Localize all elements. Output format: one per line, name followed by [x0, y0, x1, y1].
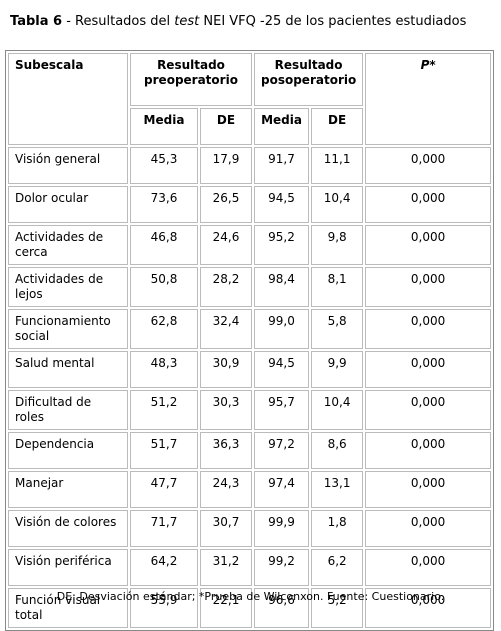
header-row: Subescala Resultado preoperatorio Result…	[8, 53, 491, 145]
value-cell: 46,8	[130, 225, 198, 265]
subscale-cell: Visión general	[8, 147, 128, 184]
data-row: Actividades de lejos 50,8 28,2 98,4 8,1 0,000	[8, 267, 491, 307]
value-cell: 45,3	[130, 147, 198, 184]
value-cell: 97,4	[254, 471, 310, 508]
table-body: Subescala Resultado preoperatorio Result…	[8, 53, 491, 628]
value-cell: 94,5	[254, 351, 310, 388]
value-cell: 30,9	[200, 351, 252, 388]
data-row: Visión de colores 71,7 30,7 99,9 1,8 0,000	[8, 510, 491, 547]
header-cell: Media	[254, 108, 310, 145]
value-cell: 0,000	[365, 549, 491, 586]
subscale-cell: Actividades de cerca	[8, 225, 128, 265]
value-cell: 97,2	[254, 432, 310, 469]
data-row: Funcionamiento social 62,8 32,4 99,0 5,8 0,00…	[8, 309, 491, 349]
value-cell: 8,6	[311, 432, 364, 469]
header-cell: Resultado preoperatorio	[130, 53, 252, 106]
data-row: Dificultad de roles 51,2 30,3 95,7 10,4 0,000	[8, 390, 491, 430]
value-cell: 50,8	[130, 267, 198, 307]
subscale-cell: Manejar	[8, 471, 128, 508]
title-emphasis: test	[174, 14, 200, 29]
value-cell: 71,7	[130, 510, 198, 547]
footnote: DE: Desviación estándar; *Prueba de Wilc…	[56, 590, 445, 603]
value-cell: 31,2	[200, 549, 252, 586]
value-cell: 0,000	[365, 186, 491, 223]
value-cell: 10,4	[311, 186, 364, 223]
value-cell: 99,0	[254, 309, 310, 349]
value-cell: 64,2	[130, 549, 198, 586]
value-cell: 99,2	[254, 549, 310, 586]
value-cell: 94,5	[254, 186, 310, 223]
value-cell: 6,2	[311, 549, 364, 586]
value-cell: 17,9	[200, 147, 252, 184]
value-cell: 28,2	[200, 267, 252, 307]
title-text: NEI VFQ -25 de los pacientes estudiados	[199, 14, 467, 29]
value-cell: 91,7	[254, 147, 310, 184]
header-cell: DE	[311, 108, 364, 145]
data-row: Visión periférica 64,2 31,2 99,2 6,2 0,000	[8, 549, 491, 586]
value-cell: 98,4	[254, 267, 310, 307]
value-cell: 0,000	[365, 471, 491, 508]
value-cell: 51,2	[130, 390, 198, 430]
value-cell: 9,9	[311, 351, 364, 388]
data-row: Dependencia 51,7 36,3 97,2 8,6 0,000	[8, 432, 491, 469]
subscale-cell: Salud mental	[8, 351, 128, 388]
value-cell: 0,000	[365, 147, 491, 184]
table-title: Tabla 6 - Resultados del test NEI VFQ -2…	[10, 14, 466, 29]
header-cell: Resultado posoperatorio	[254, 53, 364, 106]
results-table: Subescala Resultado preoperatorio Result…	[5, 50, 494, 631]
value-cell: 0,000	[365, 510, 491, 547]
value-cell: 30,3	[200, 390, 252, 430]
value-cell: 11,1	[311, 147, 364, 184]
value-cell: 8,1	[311, 267, 364, 307]
value-cell: 48,3	[130, 351, 198, 388]
value-cell: 62,8	[130, 309, 198, 349]
value-cell: 32,4	[200, 309, 252, 349]
header-cell: P*	[365, 53, 491, 145]
value-cell: 0,000	[365, 267, 491, 307]
subscale-cell: Visión periférica	[8, 549, 128, 586]
subscale-cell: Dependencia	[8, 432, 128, 469]
value-cell: 9,8	[311, 225, 364, 265]
value-cell: 24,6	[200, 225, 252, 265]
data-row: Manejar 47,7 24,3 97,4 13,1 0,000	[8, 471, 491, 508]
header-cell: Subescala	[8, 53, 128, 145]
value-cell: 0,000	[365, 225, 491, 265]
value-cell: 95,7	[254, 390, 310, 430]
value-cell: 0,000	[365, 432, 491, 469]
value-cell: 5,8	[311, 309, 364, 349]
subscale-cell: Visión de colores	[8, 510, 128, 547]
data-row: Actividades de cerca 46,8 24,6 95,2 9,8 0,000	[8, 225, 491, 265]
value-cell: 99,9	[254, 510, 310, 547]
data-row: Salud mental 48,3 30,9 94,5 9,9 0,000	[8, 351, 491, 388]
header-row: Media DE Media DE	[8, 108, 491, 145]
value-cell: 13,1	[311, 471, 364, 508]
value-cell: 1,8	[311, 510, 364, 547]
subscale-cell: Actividades de lejos	[8, 267, 128, 307]
value-cell: 51,7	[130, 432, 198, 469]
value-cell: 0,000	[365, 309, 491, 349]
value-cell: 0,000	[365, 390, 491, 430]
value-cell: 36,3	[200, 432, 252, 469]
value-cell: 73,6	[130, 186, 198, 223]
value-cell: 24,3	[200, 471, 252, 508]
header-cell: DE	[200, 108, 252, 145]
value-cell: 95,2	[254, 225, 310, 265]
subscale-cell: Funcionamiento social	[8, 309, 128, 349]
value-cell: 30,7	[200, 510, 252, 547]
table-label: Tabla 6	[10, 14, 63, 29]
title-text: - Resultados del	[62, 14, 175, 29]
data-row: Visión general 45,3 17,9 91,7 11,1 0,000	[8, 147, 491, 184]
value-cell: 47,7	[130, 471, 198, 508]
value-cell: 0,000	[365, 351, 491, 388]
subscale-cell: Dolor ocular	[8, 186, 128, 223]
data-row: Dolor ocular 73,6 26,5 94,5 10,4 0,000	[8, 186, 491, 223]
header-cell: Media	[130, 108, 198, 145]
subscale-cell: Dificultad de roles	[8, 390, 128, 430]
value-cell: 10,4	[311, 390, 364, 430]
value-cell: 26,5	[200, 186, 252, 223]
